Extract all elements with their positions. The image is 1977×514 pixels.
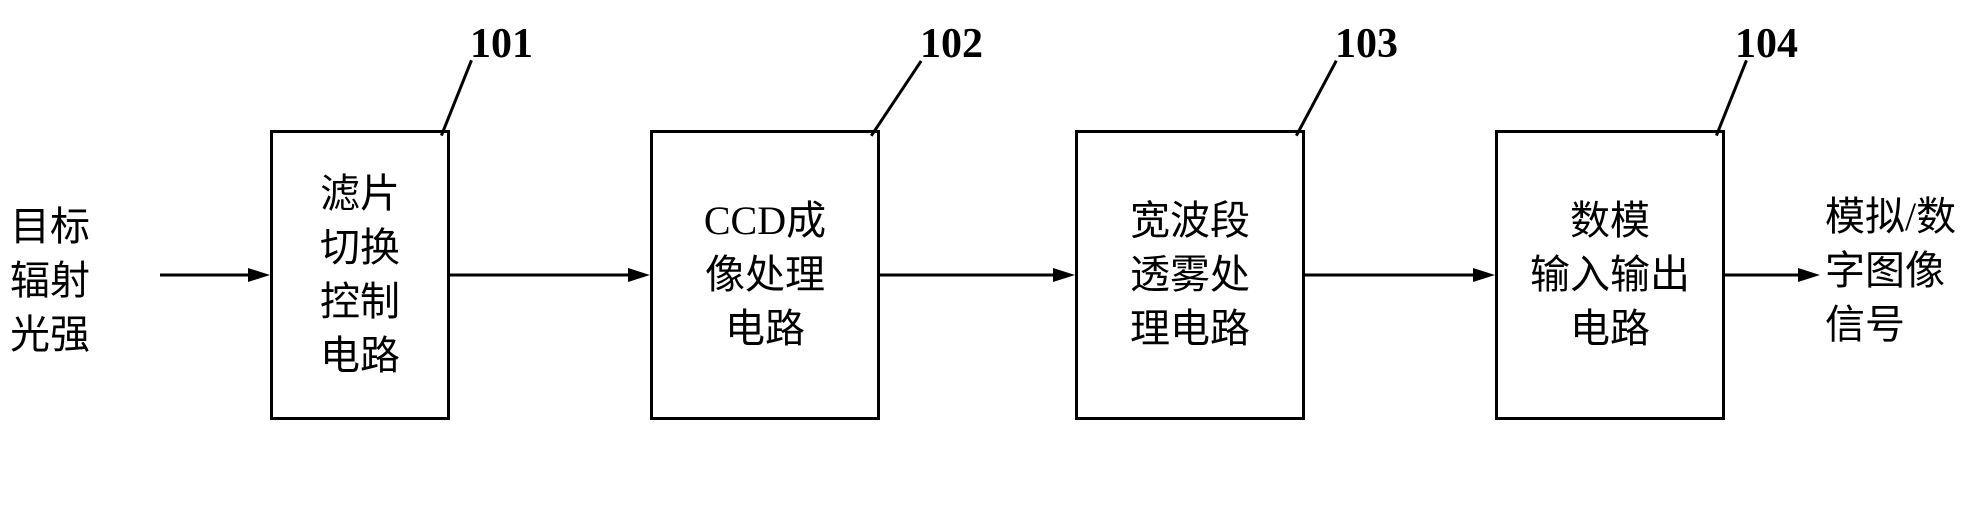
leader-line — [440, 60, 473, 136]
leader-line — [870, 60, 922, 137]
output-label: 模拟/数 字图像 信号 — [1825, 190, 1977, 352]
ref-num-103: 103 — [1335, 20, 1398, 68]
block-label: 滤片 切换 控制 电路 — [320, 167, 400, 383]
block-ccd-imaging: CCD成 像处理 电路 — [650, 130, 880, 420]
diagram-canvas: 目标 辐射 光强 模拟/数 字图像 信号 滤片 切换 控制 电路 CCD成 像处… — [0, 0, 1977, 514]
ref-num-102: 102 — [920, 20, 983, 68]
block-label: 数模 输入输出 电路 — [1530, 194, 1690, 356]
block-label: CCD成 像处理 电路 — [704, 194, 826, 356]
block-wideband-defog: 宽波段 透雾处 理电路 — [1075, 130, 1305, 420]
leader-line — [1295, 60, 1338, 136]
input-label: 目标 辐射 光强 — [10, 200, 160, 362]
ref-num-101: 101 — [470, 20, 533, 68]
block-label: 宽波段 透雾处 理电路 — [1130, 194, 1250, 356]
block-filter-switch: 滤片 切换 控制 电路 — [270, 130, 450, 420]
block-dac-io: 数模 输入输出 电路 — [1495, 130, 1725, 420]
leader-line — [1715, 60, 1748, 136]
